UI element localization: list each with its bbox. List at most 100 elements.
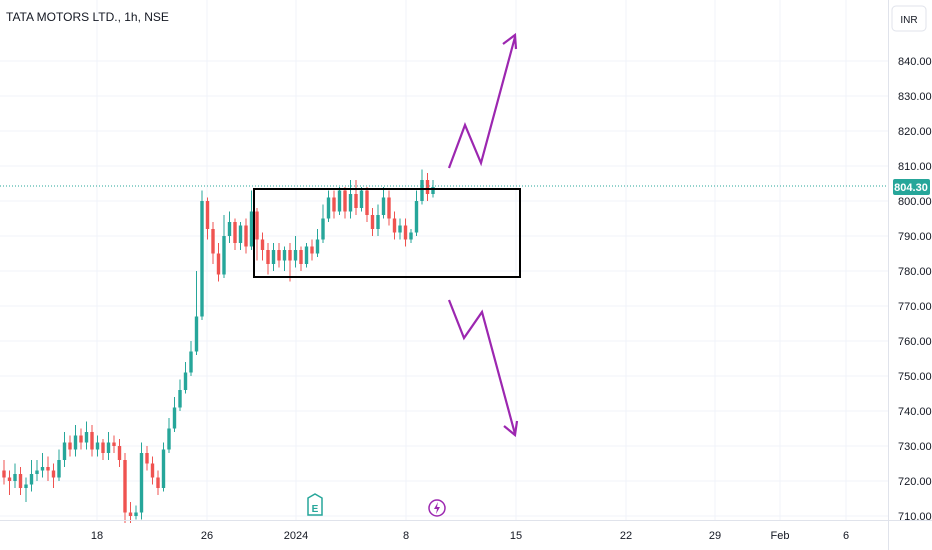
candle-body [260,239,265,250]
y-tick-label: 710.00 [898,511,932,523]
candle-body [13,474,17,481]
candle-body [29,474,34,485]
candle-body [139,453,144,513]
y-tick-label: 780.00 [898,266,932,278]
candle-body [117,446,122,460]
bullish-path-arrow [447,36,517,169]
candle-body [288,250,292,261]
x-tick-label: 26 [201,530,213,542]
candle-body [249,211,254,247]
candle-body [145,453,149,464]
candle-body [134,512,138,516]
candle-body [348,194,353,212]
candle-body [68,442,72,450]
chart-title: TATA MOTORS LTD., 1h, NSE [6,10,169,24]
candle-body [57,460,61,478]
y-tick-label: 810.00 [898,161,932,173]
x-tick-label: 2024 [284,530,308,542]
chart-grid [0,0,888,520]
candle-body [172,407,177,429]
currency-button[interactable]: INR [891,5,927,32]
candle-body [123,460,127,513]
candle-body [51,470,56,478]
y-tick-label: 830.00 [898,91,932,103]
candle-body [156,477,160,488]
candle-body [178,390,182,408]
bearish-arrowhead [503,420,519,438]
x-tick-label: Feb [771,530,790,542]
candle-body [95,442,100,450]
candle-body [79,435,83,443]
candle-body [409,232,413,240]
candle-body [304,246,309,264]
candle-body [293,250,298,261]
candle-body [282,250,287,261]
last-price-label: 804.30 [894,182,928,194]
price-axis[interactable]: 840.00 830.00 820.00 810.00 800.00 790.00 780.… [898,56,932,523]
candle-body [84,432,89,443]
x-tick-label: 15 [510,530,522,542]
candle-body [403,225,408,240]
candle-body [370,215,375,229]
candle-body [392,218,397,233]
candle-body [343,190,347,212]
x-tick-label: 18 [91,530,103,542]
consolidation-box [253,188,521,278]
bullish-arrowhead [502,32,518,50]
candle-body [222,236,226,275]
lightning-icon [434,502,440,514]
x-tick-label: 22 [620,530,632,542]
earnings-marker-label: E [312,504,319,515]
x-tick-label: 6 [843,530,849,542]
time-axis[interactable]: 18 26 2024 8 15 22 29 Feb 6 [91,530,849,542]
candle-body [167,428,171,450]
candle-body [310,246,314,254]
y-tick-label: 840.00 [898,56,932,68]
dividend-marker[interactable] [428,499,446,517]
candle-body [112,442,116,446]
candle-body [271,250,276,264]
bearish-path-arrow [447,299,517,435]
y-tick-label: 820.00 [898,126,932,138]
candle-body [106,442,111,453]
candle-body [244,225,248,247]
y-tick-label: 770.00 [898,301,932,313]
candle-body [183,372,188,390]
candle-body [354,194,358,208]
candle-body [101,442,105,453]
candle-body [420,180,424,201]
candle-body [238,225,243,243]
candle-body [255,211,259,240]
candle-body [398,225,402,233]
candle-body [227,222,232,236]
candle-body [387,197,391,219]
candle-body [233,222,237,243]
x-tick-label: 8 [403,530,409,542]
candle-body [414,201,419,233]
y-tick-label: 720.00 [898,476,932,488]
candle-body [24,484,28,488]
candle-body [73,435,78,450]
candle-body [18,474,23,488]
candle-body [194,316,199,352]
scale-separator [888,0,889,550]
candle-body [46,467,50,471]
candle-body [35,470,39,474]
candle-body [150,463,155,478]
candle-body [62,442,67,460]
candle-body [425,180,430,194]
candle-body [200,201,204,317]
earnings-icon [307,493,323,516]
candle-body [161,449,166,488]
candle-body [211,229,215,254]
candle-body [205,201,210,229]
candle-body [299,250,303,264]
y-tick-label: 740.00 [898,406,932,418]
candle-body [277,250,281,261]
candlestick-series [2,169,435,523]
earnings-marker[interactable]: E [307,493,323,516]
candle-body [365,190,369,215]
candle-body [40,467,45,471]
candle-body [321,218,325,240]
